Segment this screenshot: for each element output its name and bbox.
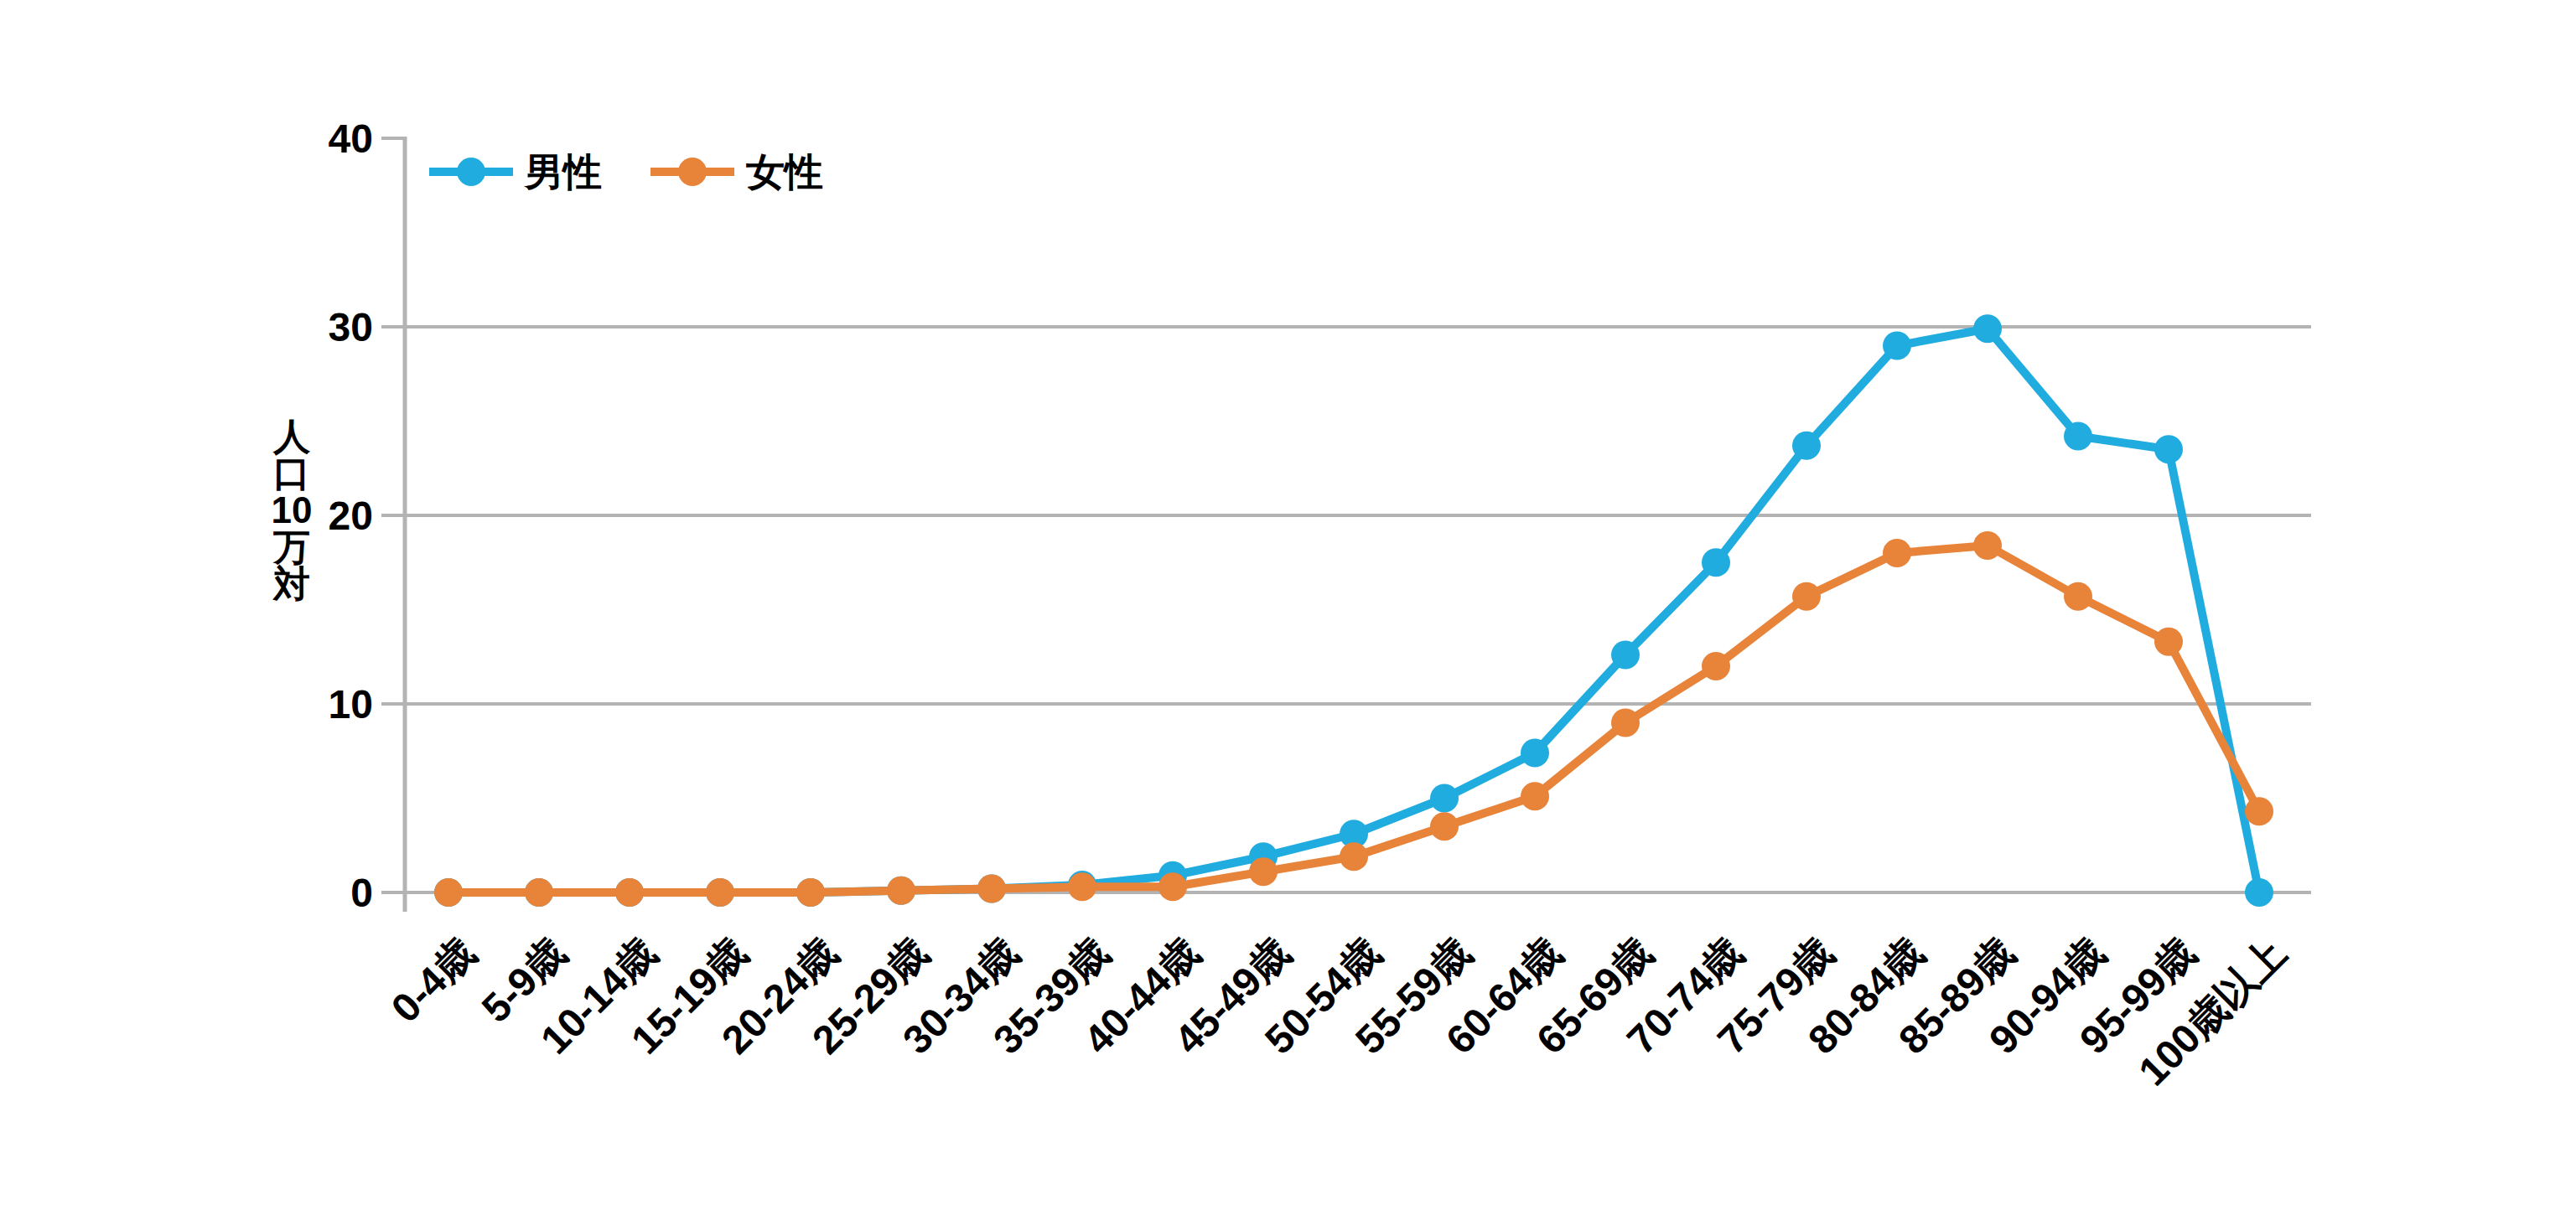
female-data-point-8: [1158, 872, 1187, 901]
female-data-point-11: [1430, 812, 1459, 840]
y-tick-label-10: 10: [329, 682, 373, 727]
female-data-point-2: [615, 878, 644, 907]
female-data-point-6: [977, 875, 1006, 903]
y-tick-label-0: 0: [350, 871, 373, 915]
male-data-point-17: [1973, 314, 2002, 343]
male-data-point-13: [1611, 641, 1640, 670]
male-data-point-11: [1430, 784, 1459, 813]
legend-item-male: 男性: [429, 152, 602, 192]
y-axis-title-char: 人: [267, 418, 317, 455]
male-series-line: [448, 328, 2259, 892]
female-data-point-10: [1340, 842, 1368, 871]
female-data-point-7: [1068, 872, 1096, 901]
female-data-point-20: [2245, 797, 2273, 825]
y-axis-title-char: 口: [267, 455, 317, 492]
male-data-point-20: [2245, 878, 2273, 907]
female-data-point-5: [887, 877, 915, 905]
legend-item-female: 女性: [650, 152, 823, 192]
female-data-point-1: [525, 878, 553, 907]
y-axis-title-char: 対: [267, 566, 317, 603]
legend-label-male: 男性: [525, 153, 602, 191]
male-data-point-12: [1521, 739, 1549, 768]
female-series-swatch-icon: [650, 152, 734, 192]
female-data-point-12: [1521, 782, 1549, 810]
y-tick-label-40: 40: [329, 116, 373, 161]
male-series-swatch-icon: [429, 152, 513, 192]
female-data-point-15: [1792, 582, 1821, 611]
x-tick-label-0: 0-4歳: [383, 930, 484, 1031]
chart-legend: 男性 女性: [429, 152, 823, 192]
y-tick-label-20: 20: [329, 494, 373, 538]
female-data-point-13: [1611, 709, 1640, 737]
male-data-point-18: [2064, 422, 2092, 451]
y-axis-title: 人口10万対: [267, 418, 317, 603]
legend-label-female: 女性: [746, 153, 823, 191]
y-tick-label-30: 30: [329, 305, 373, 349]
female-data-point-9: [1249, 857, 1278, 886]
female-data-point-17: [1973, 531, 2002, 560]
chart-figure: 0102030400-4歳5-9歳10-14歳15-19歳20-24歳25-29…: [0, 0, 2576, 1231]
male-data-point-19: [2154, 435, 2183, 463]
female-data-point-14: [1702, 652, 1730, 680]
male-data-point-15: [1792, 432, 1821, 460]
chart-canvas: 0102030400-4歳5-9歳10-14歳15-19歳20-24歳25-29…: [0, 0, 2576, 1231]
female-data-point-18: [2064, 582, 2092, 611]
female-data-point-19: [2154, 628, 2183, 656]
female-data-point-16: [1883, 539, 1911, 567]
female-data-point-0: [434, 878, 463, 907]
male-data-point-16: [1883, 332, 1911, 360]
y-axis-title-char: 万: [267, 529, 317, 566]
y-axis-title-char: 10: [267, 492, 317, 529]
male-data-point-14: [1702, 548, 1730, 577]
female-data-point-3: [706, 878, 734, 907]
female-data-point-4: [796, 878, 825, 907]
